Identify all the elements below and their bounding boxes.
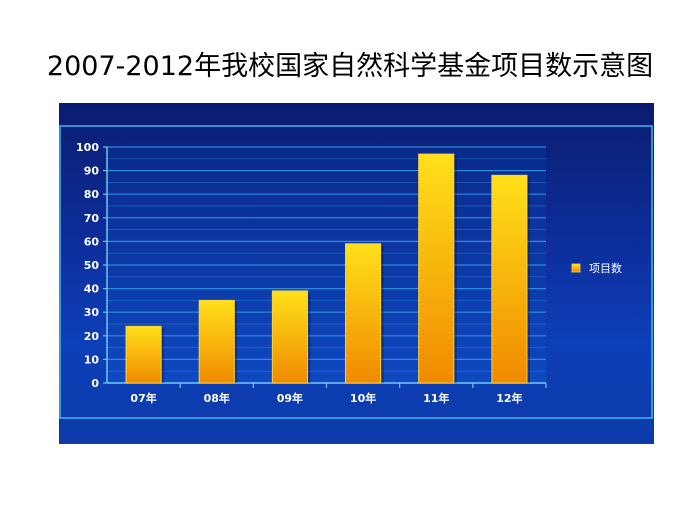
y-tick-label: 0	[91, 377, 99, 390]
x-tick-labels: 07年 08年 09年 10年 11年 12年	[130, 391, 522, 405]
y-tick-labels: 0 10 20 30 40 50 60 70 80 90 100	[76, 141, 99, 390]
bar	[345, 243, 382, 384]
y-tick-label: 80	[84, 188, 100, 201]
y-tick-label: 30	[84, 306, 100, 319]
x-tick-label: 08年	[204, 391, 230, 405]
y-tick-label: 50	[84, 259, 100, 272]
chart-panel: 0 10 20 30 40 50 60 70 80 90 100 07年 08年 09年 10年 11年 12…	[59, 103, 654, 444]
y-tick-label: 60	[84, 235, 100, 248]
axes	[103, 146, 547, 388]
y-tick-label: 100	[76, 141, 99, 154]
bar	[271, 290, 308, 384]
gridlines	[107, 146, 546, 384]
y-tick-label: 20	[84, 330, 100, 343]
y-tick-label: 90	[84, 165, 100, 178]
y-tick-label: 70	[84, 212, 100, 225]
x-tick-label: 09年	[277, 391, 303, 405]
legend-label: 项目数	[589, 262, 622, 275]
legend-swatch	[571, 263, 581, 273]
x-tick-label: 07年	[130, 391, 156, 405]
bar	[491, 174, 528, 384]
bar	[198, 299, 235, 384]
x-tick-label: 11年	[423, 391, 449, 405]
bar	[125, 325, 162, 384]
bar	[418, 153, 455, 384]
y-tick-label: 10	[84, 353, 100, 366]
chart-border	[59, 125, 653, 419]
x-tick-label: 10年	[350, 391, 376, 405]
y-tick-label: 40	[84, 283, 100, 296]
legend: 项目数	[571, 262, 622, 275]
bars	[125, 153, 530, 384]
x-tick-label: 12年	[496, 391, 522, 405]
chart-title: 2007-2012年我校国家自然科学基金项目数示意图	[46, 51, 654, 82]
bar-chart: 0 10 20 30 40 50 60 70 80 90 100 07年 08年 09年 10年 11年 12…	[59, 125, 653, 419]
